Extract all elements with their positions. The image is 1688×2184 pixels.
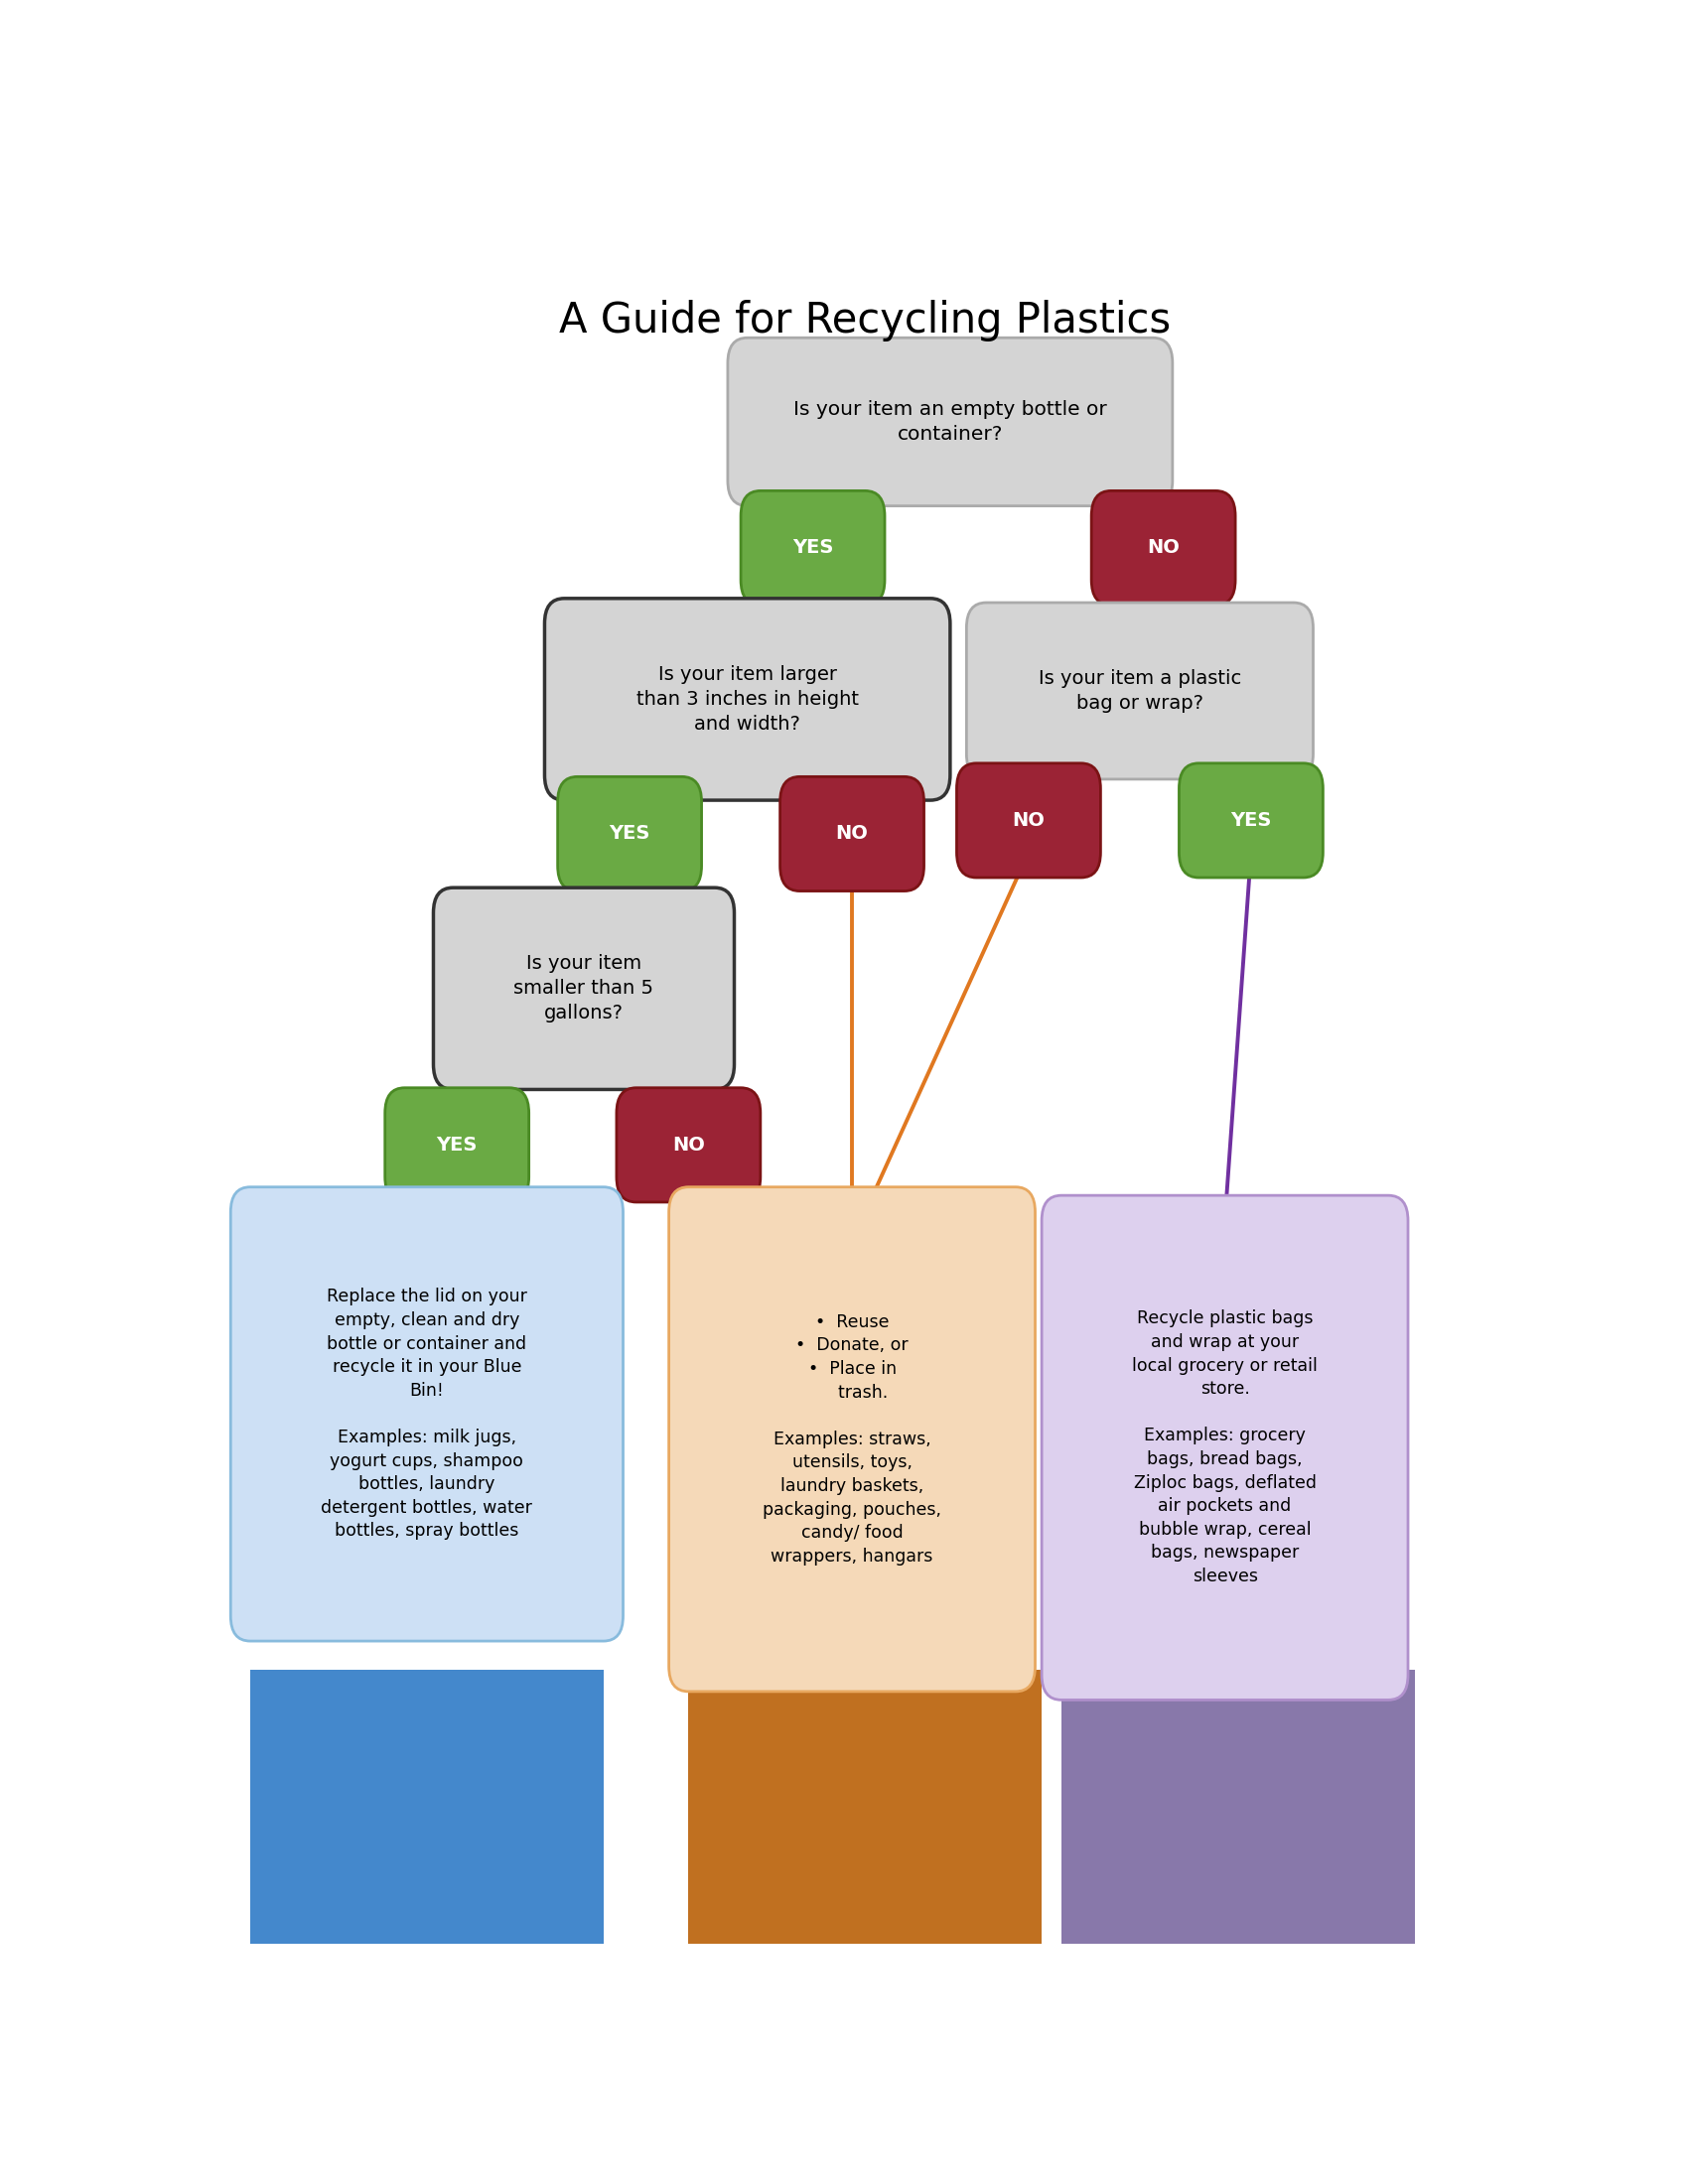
FancyBboxPatch shape [728, 339, 1173, 507]
Text: Is your item larger
than 3 inches in height
and width?: Is your item larger than 3 inches in hei… [636, 666, 859, 734]
Text: Is your item
smaller than 5
gallons?: Is your item smaller than 5 gallons? [513, 954, 653, 1022]
Text: Recycle plastic bags
and wrap at your
local grocery or retail
store.

Examples: : Recycle plastic bags and wrap at your lo… [1133, 1310, 1318, 1586]
Text: Is your item an empty bottle or
container?: Is your item an empty bottle or containe… [793, 400, 1107, 443]
FancyBboxPatch shape [1062, 1669, 1415, 1944]
Text: Is your item a plastic
bag or wrap?: Is your item a plastic bag or wrap? [1038, 668, 1241, 712]
FancyBboxPatch shape [780, 778, 923, 891]
FancyBboxPatch shape [967, 603, 1313, 780]
Text: YES: YES [437, 1136, 478, 1155]
Text: NO: NO [1148, 539, 1180, 557]
FancyBboxPatch shape [545, 598, 950, 799]
FancyBboxPatch shape [1092, 491, 1236, 605]
FancyBboxPatch shape [741, 491, 885, 605]
FancyBboxPatch shape [385, 1088, 528, 1201]
Text: NO: NO [836, 823, 868, 843]
FancyBboxPatch shape [689, 1669, 1041, 1944]
Text: YES: YES [609, 823, 650, 843]
Text: •  Reuse
•  Donate, or
•  Place in
    trash.

Examples: straws,
utensils, toys,: • Reuse • Donate, or • Place in trash. E… [763, 1313, 942, 1566]
FancyBboxPatch shape [434, 887, 734, 1090]
FancyBboxPatch shape [1178, 762, 1323, 878]
Text: YES: YES [792, 539, 834, 557]
Text: Replace the lid on your
empty, clean and dry
bottle or container and
recycle it : Replace the lid on your empty, clean and… [321, 1289, 532, 1540]
FancyBboxPatch shape [250, 1669, 604, 1944]
FancyBboxPatch shape [616, 1088, 760, 1201]
FancyBboxPatch shape [1041, 1195, 1408, 1699]
Text: YES: YES [1231, 810, 1271, 830]
Text: NO: NO [672, 1136, 706, 1155]
FancyBboxPatch shape [668, 1188, 1035, 1693]
FancyBboxPatch shape [231, 1188, 623, 1640]
Text: NO: NO [1013, 810, 1045, 830]
Text: A Guide for Recycling Plastics: A Guide for Recycling Plastics [559, 299, 1171, 341]
FancyBboxPatch shape [957, 762, 1101, 878]
FancyBboxPatch shape [557, 778, 702, 891]
